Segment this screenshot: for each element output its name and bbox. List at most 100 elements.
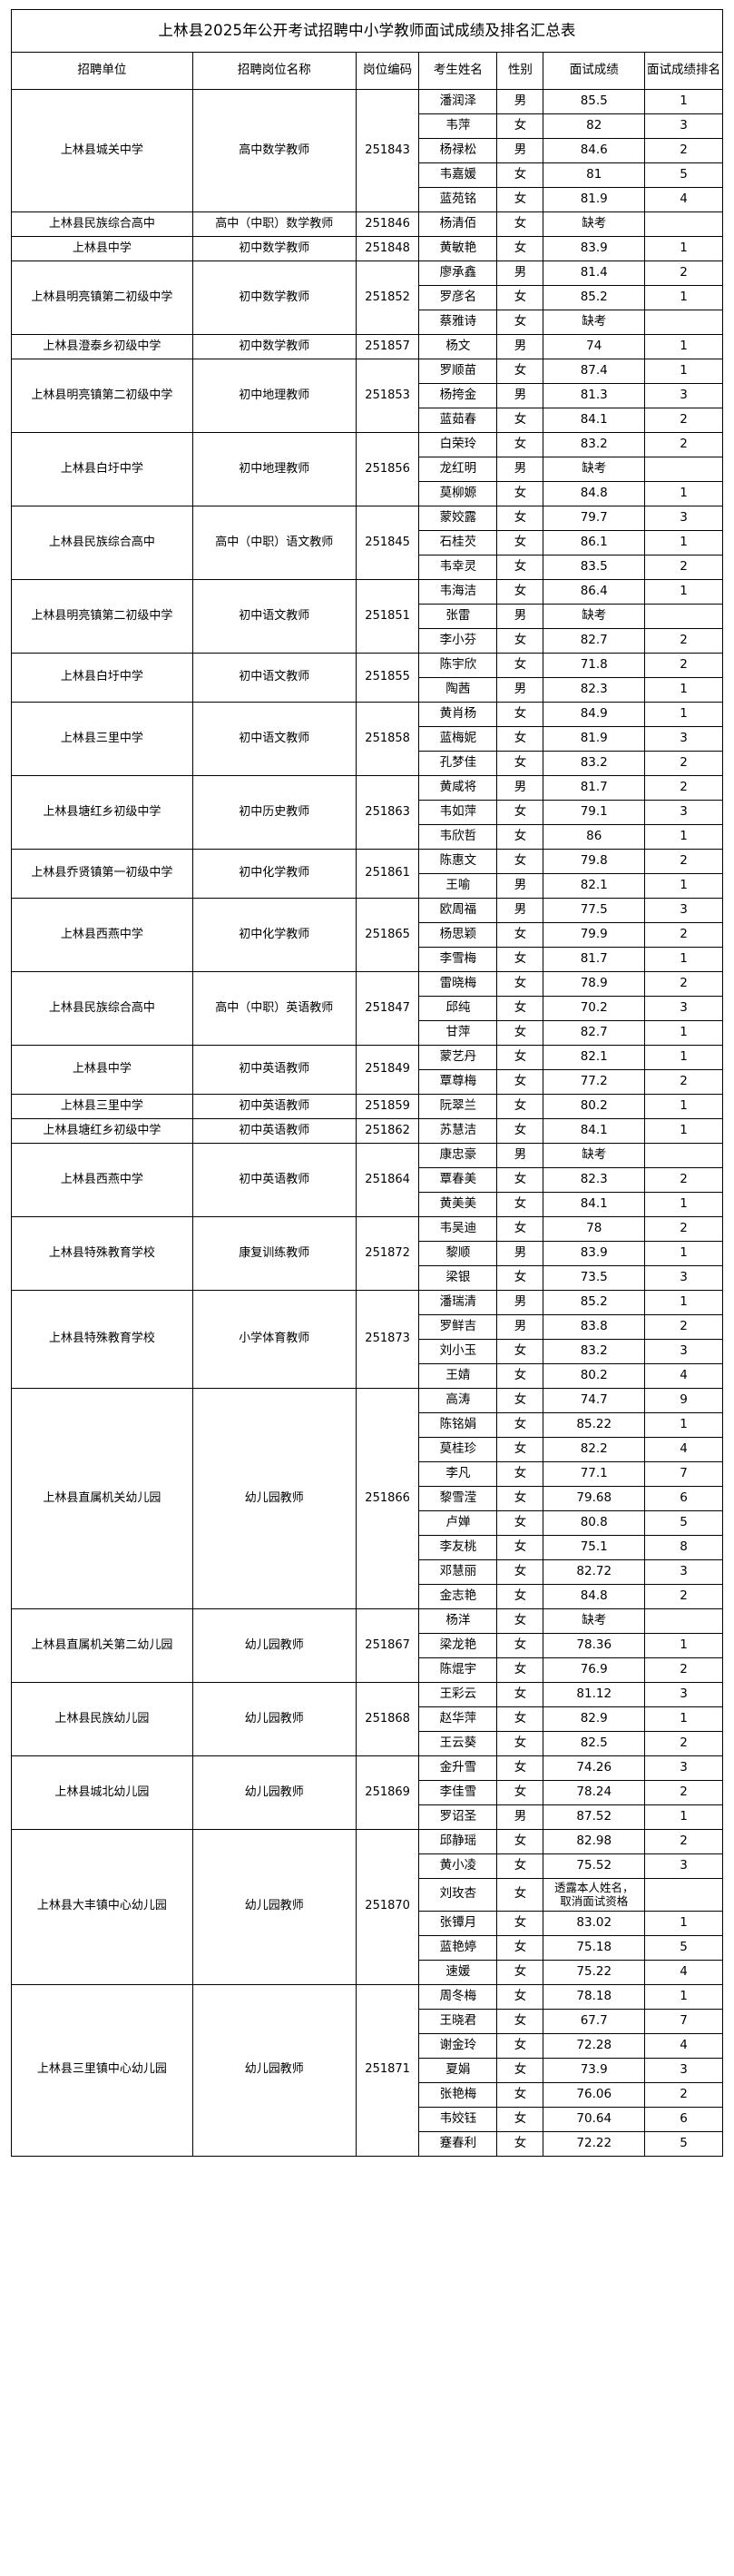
cell-post: 初中语文教师 (191, 653, 357, 703)
cell-rank: 1 (643, 579, 724, 605)
table-row: 上林县民族综合高中 高中（中职）语文教师 251845 蒙姣露女 79.7 3 (11, 506, 724, 580)
cell-candidate-name: 黄敏艳 (418, 236, 498, 261)
cell-gender: 女 (496, 2106, 544, 2132)
table-row: 李雪梅女 81.7 1 (12, 947, 724, 972)
cell-rank: 1 (643, 1804, 724, 1830)
cell-score: 82 (543, 113, 645, 139)
cell-gender: 女 (496, 1437, 544, 1462)
table-row: 上林县三里镇中心幼儿园 幼儿园教师 251871 周冬梅女 78.18 1 (11, 1983, 724, 2157)
column-header-score: 面试成绩 (543, 52, 645, 90)
cell-gender: 女 (496, 1829, 544, 1854)
cell-candidate-name: 陈铭娟 (418, 1412, 498, 1438)
cell-code: 251867 (355, 1608, 420, 1683)
cell-gender: 男 (496, 604, 544, 629)
cell-gender: 女 (496, 432, 544, 457)
cell-gender: 女 (496, 1412, 544, 1438)
cell-post: 初中化学教师 (191, 849, 357, 899)
cell-rank: 5 (643, 1510, 724, 1536)
cell-candidate-name: 金志艳 (418, 1584, 498, 1609)
cell-rank: 5 (643, 162, 724, 188)
cell-gender: 女 (496, 1167, 544, 1193)
cell-candidate-name: 张艳梅 (418, 2081, 498, 2108)
cell-unit: 上林县直属机关第二幼儿园 (11, 1608, 193, 1683)
cell-gender: 男 (496, 677, 544, 703)
cell-gender: 女 (496, 579, 544, 605)
cell-candidate-name: 康忠豪 (418, 1143, 498, 1168)
cell-post: 初中英语教师 (191, 1045, 357, 1095)
table-row: 谢金玲女 72.28 4 (12, 2032, 724, 2059)
table-row: 蓝苑铭女 81.9 4 (12, 187, 724, 212)
table-row: 上林县明亮镇第二初级中学 初中数学教师 251852 廖承鑫男 81.4 2 (11, 261, 724, 335)
cell-gender: 女 (496, 2130, 544, 2157)
cell-code: 251863 (355, 775, 420, 850)
cell-rank: 2 (643, 138, 724, 163)
cell-gender: 女 (496, 996, 544, 1021)
cell-unit: 上林县民族综合高中 (11, 211, 193, 237)
cell-candidate-name: 廖承鑫 (418, 261, 498, 286)
cell-score: 75.22 (543, 1959, 645, 1985)
cell-gender: 女 (496, 310, 544, 335)
table-row: 上林县明亮镇第二初级中学 初中语文教师 251851 韦海洁女 86.4 1 (11, 579, 724, 654)
cell-rank: 2 (643, 775, 724, 801)
cell-unit: 上林县白圩中学 (11, 653, 193, 703)
cell-gender: 女 (496, 1959, 544, 1985)
cell-rank: 1 (643, 824, 724, 850)
cell-score: 82.98 (543, 1829, 645, 1854)
cell-post: 初中语文教师 (191, 702, 357, 776)
cell-rank: 4 (643, 1363, 724, 1389)
cell-rank: 2 (643, 1216, 724, 1242)
cell-unit: 上林县三里中学 (11, 1094, 193, 1119)
cell-rank: 2 (643, 1657, 724, 1683)
cell-gender: 女 (496, 2057, 544, 2083)
cell-score: 84.1 (543, 408, 645, 433)
cell-candidate-name: 韦海洁 (418, 579, 498, 605)
cell-score: 85.22 (543, 1412, 645, 1438)
cell-score: 81.7 (543, 947, 645, 972)
cell-rank: 8 (643, 1535, 724, 1560)
cell-rank (643, 1878, 724, 1912)
table-row: 龙红明男缺考 (12, 457, 724, 482)
table-row: 上林县中学 初中数学教师 251848 黄敏艳女 83.9 1 (11, 236, 724, 261)
cell-gender: 女 (496, 162, 544, 188)
table-row: 上林县三里中学 初中英语教师 251859 阮翠兰女 80.2 1 (11, 1094, 724, 1119)
cell-rank: 3 (643, 1559, 724, 1585)
cell-unit: 上林县三里中学 (11, 702, 193, 776)
cell-unit: 上林县塘红乡初级中学 (11, 1118, 193, 1144)
table-row: 陶茜男 82.3 1 (12, 677, 724, 703)
cell-code: 251849 (355, 1045, 420, 1095)
cell-rank: 2 (643, 1167, 724, 1193)
cell-code: 251857 (355, 334, 420, 359)
cell-rank: 3 (643, 1755, 724, 1781)
table-row: 孔梦佳女 83.2 2 (12, 751, 724, 776)
cell-gender: 女 (496, 1755, 544, 1781)
cell-gender: 女 (496, 1910, 544, 1936)
cell-candidate-name: 杨挎金 (418, 383, 498, 408)
cell-candidate-name: 龙红明 (418, 457, 498, 482)
cell-score: 83.5 (543, 555, 645, 580)
cell-gender: 女 (496, 187, 544, 212)
cell-gender: 女 (496, 800, 544, 825)
cell-candidate-name: 王云葵 (418, 1731, 498, 1756)
cell-rank: 3 (643, 800, 724, 825)
cell-rank: 1 (643, 873, 724, 899)
cell-score: 81 (543, 162, 645, 188)
cell-candidate-name: 覃尊梅 (418, 1069, 498, 1095)
cell-unit: 上林县民族幼儿园 (11, 1682, 193, 1756)
cell-post: 初中英语教师 (191, 1094, 357, 1119)
cell-score: 83.2 (543, 432, 645, 457)
cell-score: 82.1 (543, 873, 645, 899)
cell-gender: 女 (496, 824, 544, 850)
table-row: 邓慧丽女 82.72 3 (12, 1559, 724, 1585)
cell-score: 77.1 (543, 1461, 645, 1487)
table-row: 上林县直属机关幼儿园 幼儿园教师 251866 高涛女 74.7 9 (11, 1388, 724, 1609)
cell-score: 83.2 (543, 751, 645, 776)
cell-gender: 女 (496, 1265, 544, 1291)
cell-score: 87.52 (543, 1804, 645, 1830)
table-row: 上林县城北幼儿园 幼儿园教师 251869 金升雪女 74.26 3 (11, 1755, 724, 1830)
cell-unit: 上林县明亮镇第二初级中学 (11, 579, 193, 654)
table-row: 夏娟女 73.9 3 (12, 2057, 724, 2083)
cell-score: 74.7 (543, 1388, 645, 1413)
table-row: 卢婵女 80.8 5 (12, 1510, 724, 1536)
cell-rank (643, 457, 724, 482)
table-row: 上林县塘红乡初级中学 初中历史教师 251863 黄咸将男 81.7 2 (11, 775, 724, 850)
